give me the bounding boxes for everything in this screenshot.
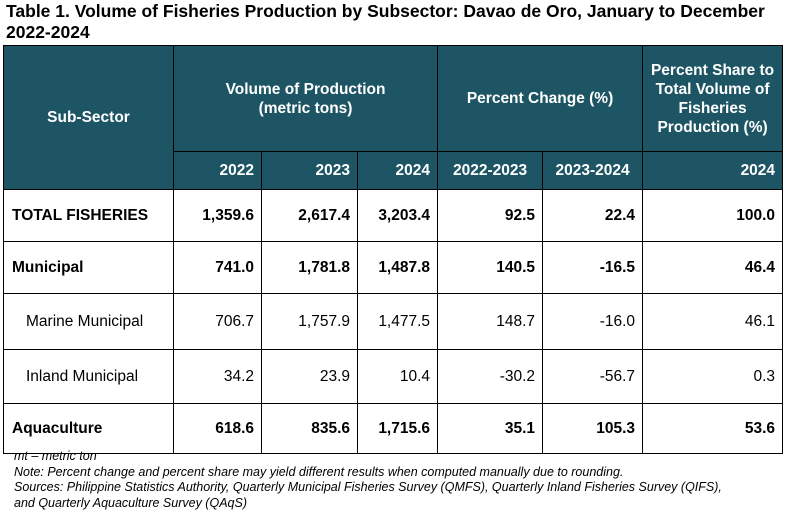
row-label: Aquaculture — [3, 403, 174, 454]
cell-change-2: -16.0 — [542, 293, 644, 350]
cell-change-1: 140.5 — [437, 241, 544, 294]
cell-2023: 1,757.9 — [261, 293, 358, 350]
cell-change-2: -56.7 — [542, 349, 644, 404]
header-year-2024: 2024 — [356, 151, 439, 190]
cell-change-1: 92.5 — [437, 189, 544, 242]
cell-2024: 3,203.4 — [356, 189, 439, 242]
cell-2023: 1,781.8 — [261, 241, 358, 294]
note-sources: Sources: Philippine Statistics Authority… — [14, 480, 722, 494]
table-row: Inland Municipal 34.2 23.9 10.4 -30.2 -5… — [3, 349, 784, 404]
header-year-2023: 2023 — [261, 151, 358, 190]
cell-change-1: -30.2 — [437, 349, 544, 404]
header-change-2022-2023: 2022-2023 — [437, 151, 544, 190]
fisheries-table: Sub-Sector Volume of Production (metric … — [3, 45, 784, 454]
table-title: Table 1. Volume of Fisheries Production … — [6, 1, 765, 42]
table-notes: mt – metric ton Note: Percent change and… — [14, 449, 782, 511]
cell-2024: 1,477.5 — [356, 293, 439, 350]
cell-change-2: 22.4 — [542, 189, 644, 242]
cell-share: 46.1 — [642, 293, 784, 350]
note-rounding: Note: Percent change and percent share m… — [14, 464, 624, 479]
cell-2024: 1,487.8 — [356, 241, 439, 294]
header-subsector: Sub-Sector — [3, 45, 174, 190]
cell-2024: 10.4 — [356, 349, 439, 404]
cell-2022: 618.6 — [173, 403, 262, 454]
cell-share: 100.0 — [642, 189, 784, 242]
cell-2022: 706.7 — [173, 293, 262, 350]
header-percent-share: Percent Share to Total Volume of Fisheri… — [642, 45, 784, 152]
note-abbreviation: mt – metric ton — [14, 449, 97, 463]
cell-change-1: 35.1 — [437, 403, 544, 454]
row-label: Marine Municipal — [3, 293, 174, 350]
header-change-2023-2024: 2023-2024 — [542, 151, 644, 190]
header-year-2022: 2022 — [173, 151, 262, 190]
cell-2023: 23.9 — [261, 349, 358, 404]
cell-share: 0.3 — [642, 349, 784, 404]
cell-2023: 835.6 — [261, 403, 358, 454]
table-row: TOTAL FISHERIES 1,359.6 2,617.4 3,203.4 … — [3, 189, 784, 242]
cell-2023: 2,617.4 — [261, 189, 358, 242]
cell-2024: 1,715.6 — [356, 403, 439, 454]
cell-share: 46.4 — [642, 241, 784, 294]
header-share-year: 2024 — [642, 151, 784, 190]
cell-2022: 1,359.6 — [173, 189, 262, 242]
table-row: Marine Municipal 706.7 1,757.9 1,477.5 1… — [3, 293, 784, 350]
header-volume: Volume of Production (metric tons) — [172, 45, 439, 152]
cell-change-1: 148.7 — [437, 293, 544, 350]
header-percent-change: Percent Change (%) — [437, 45, 644, 152]
cell-2022: 34.2 — [173, 349, 262, 404]
row-label: TOTAL FISHERIES — [3, 189, 174, 242]
cell-change-2: -16.5 — [542, 241, 644, 294]
cell-2022: 741.0 — [173, 241, 262, 294]
table-row: Municipal 741.0 1,781.8 1,487.8 140.5 -1… — [3, 241, 784, 294]
note-sources-cont: and Quarterly Aquaculture Survey (QAqS) — [14, 495, 247, 510]
cell-share: 53.6 — [642, 403, 784, 454]
row-label: Municipal — [3, 241, 174, 294]
table-row: Aquaculture 618.6 835.6 1,715.6 35.1 105… — [3, 403, 784, 454]
row-label: Inland Municipal — [3, 349, 174, 404]
cell-change-2: 105.3 — [542, 403, 644, 454]
